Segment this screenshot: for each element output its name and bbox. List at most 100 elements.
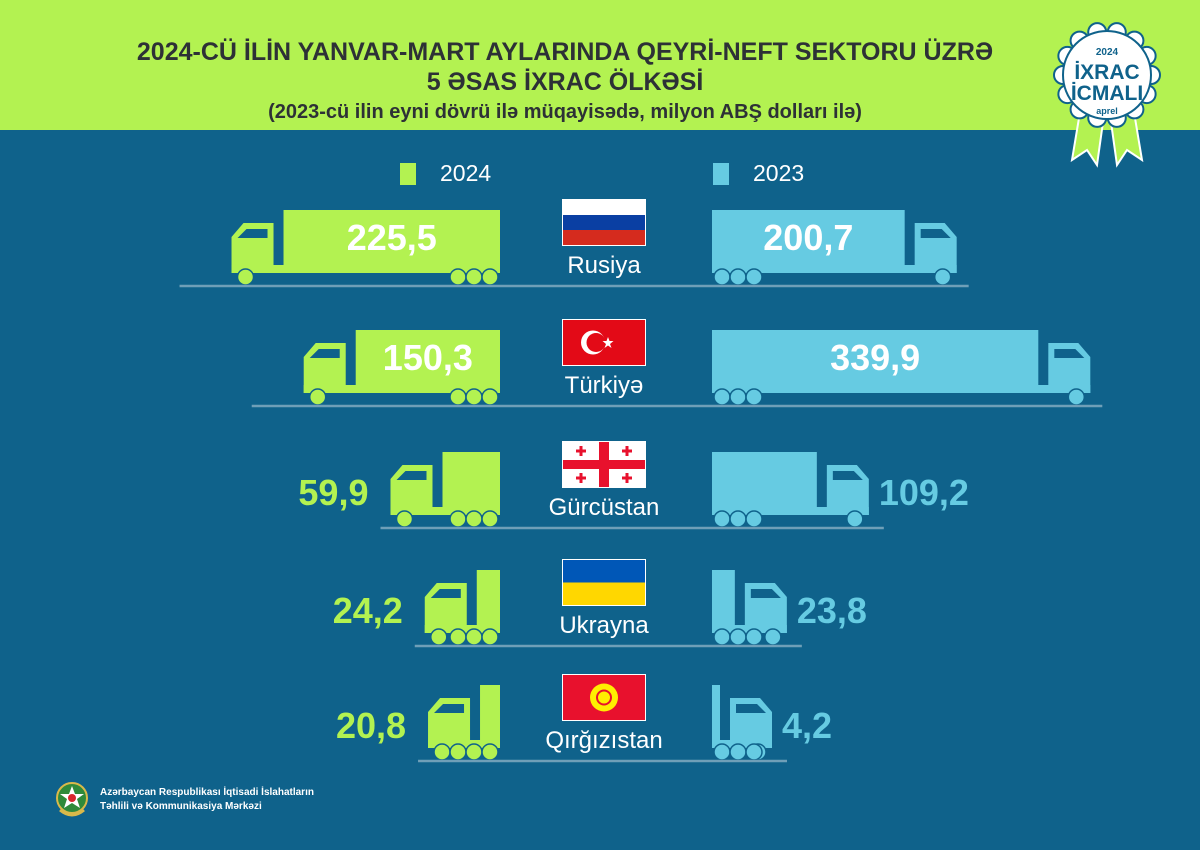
- legend-label-2023: 2023: [753, 160, 805, 186]
- cab-window: [1054, 349, 1085, 358]
- truck-wheel: [449, 510, 467, 528]
- cab-window: [430, 589, 461, 598]
- country-name: Gürcüstan: [549, 494, 660, 521]
- badge-month: aprel: [1096, 106, 1118, 116]
- country-row-ukraine: 24,2 23,8 Ukrayna: [333, 559, 867, 648]
- subtitle: (2023-cü ilin eyni dövrü ilə müqayisədə,…: [268, 101, 862, 123]
- truck-wheel: [764, 628, 782, 646]
- truck-2023-kyrgyzstan: 4,2: [712, 685, 832, 761]
- trailer-bar: [442, 452, 500, 507]
- country-row-georgia: 59,9 109,2 Gürcüstan: [298, 441, 969, 530]
- cab-window: [237, 229, 268, 238]
- emblem-icon: [56, 782, 88, 817]
- trailer-bar: [480, 685, 500, 740]
- legend-item-2023: 2023: [713, 160, 804, 187]
- truck-2023-russia: 200,7: [712, 210, 957, 286]
- truck-wheel: [745, 388, 763, 406]
- truck-wheel: [933, 268, 952, 286]
- value-label-2023: 109,2: [879, 472, 969, 513]
- truck-wheel: [713, 388, 731, 406]
- truck-wheel: [449, 743, 467, 761]
- truck-wheel: [465, 628, 483, 646]
- truck-wheel: [713, 510, 731, 528]
- cab-window: [309, 349, 340, 358]
- truck-wheel: [1067, 388, 1086, 406]
- truck-wheel: [481, 510, 499, 528]
- trailer-bar: [712, 210, 905, 265]
- trailer-bar: [355, 330, 500, 385]
- value-label-2024: 225,5: [347, 217, 437, 258]
- truck-wheel: [449, 268, 467, 286]
- cab-window: [750, 589, 781, 598]
- truck-wheel: [729, 743, 747, 761]
- truck-2023-georgia: 109,2: [712, 452, 969, 528]
- value-label-2023: 200,7: [763, 217, 853, 258]
- truck-wheel: [729, 510, 747, 528]
- trailer-bar: [712, 452, 817, 507]
- truck-wheel: [481, 743, 499, 761]
- truck-wheel: [745, 628, 763, 646]
- truck-wheel: [481, 628, 499, 646]
- header-banner: 2024-CÜ İLİN YANVAR-MART AYLARINDA QEYRİ…: [0, 0, 1200, 130]
- truck-wheel: [433, 743, 451, 761]
- footer: Azərbaycan Respublikası İqtisadi İslahat…: [56, 782, 314, 818]
- badge-line1: İXRAC: [1074, 61, 1139, 84]
- truck-wheel: [430, 628, 448, 646]
- footer-line-2: Təhlili və Kommunikasiya Mərkəzi: [100, 801, 262, 812]
- value-label-2023: 339,9: [830, 337, 920, 378]
- flag-ukraine: [562, 559, 646, 606]
- truck-wheel: [745, 510, 763, 528]
- truck-wheel: [308, 388, 327, 406]
- title-line-2: 5 ƏSAS İXRAC ÖLKƏSİ: [426, 68, 704, 96]
- footer-line-1: Azərbaycan Respublikası İqtisadi İslahat…: [100, 787, 314, 798]
- country-row-kyrgyzstan: 20,8 4,2 Qırğızıstan: [336, 674, 832, 763]
- cab-window: [920, 229, 951, 238]
- truck-wheel: [395, 510, 414, 528]
- cab-window: [832, 471, 863, 480]
- badge-line2: İCMALI: [1071, 82, 1143, 105]
- badge-year: 2024: [1096, 47, 1119, 58]
- truck-wheel: [465, 268, 483, 286]
- ixrac-icmali-badge: 2024 İXRAC İCMALI aprel: [1052, 20, 1162, 175]
- flag-kyrgyzstan: [562, 674, 646, 721]
- truck-wheel: [713, 268, 731, 286]
- trailer-bar: [712, 570, 735, 625]
- cab-window: [434, 704, 465, 713]
- trailer-bar: [283, 210, 500, 265]
- country-name: Rusiya: [567, 252, 641, 279]
- value-label-2023: 4,2: [782, 705, 832, 746]
- value-label-2023: 23,8: [797, 590, 867, 631]
- truck-wheel: [481, 388, 499, 406]
- truck-wheel: [846, 510, 864, 528]
- truck-2023-ukraine: 23,8: [712, 570, 867, 646]
- legend-item-2024: 2024: [400, 160, 491, 187]
- truck-wheel: [745, 743, 763, 761]
- flag-turkey: [562, 319, 646, 366]
- trailer-bar: [476, 570, 500, 625]
- truck-2024-russia: 225,5: [231, 210, 500, 286]
- truck-2024-ukraine: 24,2: [333, 570, 500, 646]
- truck-wheel: [449, 388, 467, 406]
- cab-window: [396, 471, 427, 480]
- legend-swatch-2023: [713, 162, 729, 185]
- truck-wheel: [449, 628, 467, 646]
- flag-russia: [562, 199, 646, 246]
- truck-wheel: [481, 268, 499, 286]
- truck-wheel: [745, 268, 763, 286]
- value-label-2024: 150,3: [383, 337, 473, 378]
- truck-wheel: [465, 510, 483, 528]
- country-name: Türkiyə: [565, 372, 644, 399]
- truck-wheel: [713, 628, 731, 646]
- legend-label-2024: 2024: [440, 160, 492, 186]
- truck-wheel: [236, 268, 255, 286]
- truck-wheel: [465, 388, 483, 406]
- country-name: Ukrayna: [559, 612, 649, 639]
- value-label-2024: 20,8: [336, 705, 406, 746]
- country-row-turkey: 150,3 339,9 Türkiyə: [251, 319, 1103, 408]
- value-label-2024: 59,9: [298, 472, 368, 513]
- truck-wheel: [729, 268, 747, 286]
- flag-georgia: [562, 441, 646, 488]
- country-row-russia: 225,5 200,7 Rusiya: [179, 199, 969, 288]
- cab-window: [736, 704, 766, 713]
- truck-wheel: [729, 628, 747, 646]
